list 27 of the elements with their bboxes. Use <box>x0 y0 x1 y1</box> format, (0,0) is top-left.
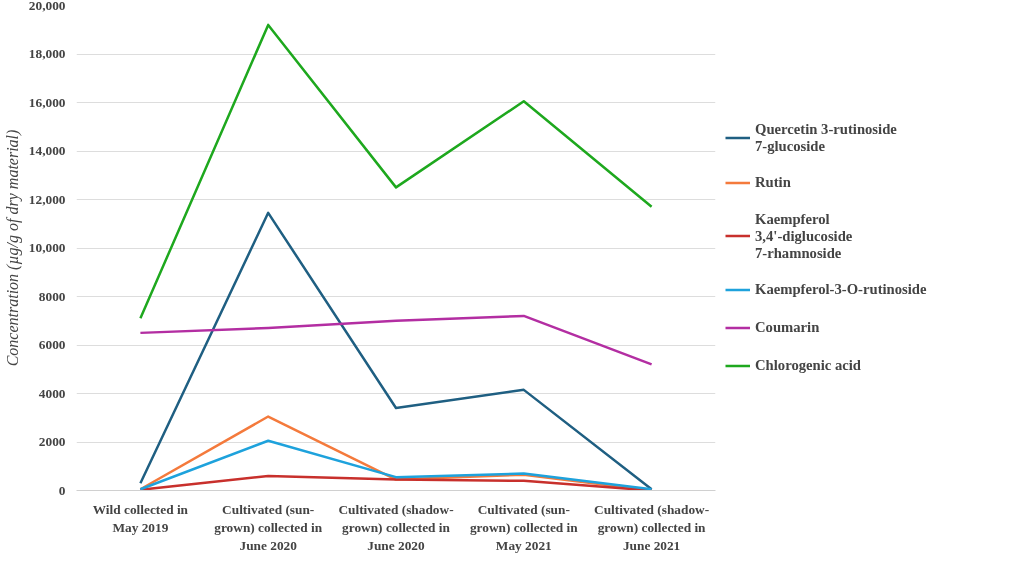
y-tick-label: 2000 <box>38 434 66 449</box>
line-series <box>139 439 653 491</box>
y-tick-label: 12,000 <box>28 191 66 207</box>
legend-label: Chlorogenic acid <box>755 356 861 374</box>
y-tick-label: 14,000 <box>28 143 66 158</box>
legend-label: Kaempferol 3,4'-diglucoside 7-rhamnoside <box>755 210 853 261</box>
legend-label: Rutin <box>755 173 791 191</box>
y-tick-label: 0 <box>58 482 66 498</box>
legend-label: Coumarin <box>755 318 820 336</box>
y-tick-label: 18,000 <box>28 46 66 61</box>
legend-label: Quercetin 3-rutinoside 7-glucoside <box>755 120 897 154</box>
y-tick-label: 10,000 <box>28 240 66 255</box>
y-tick-label: 6000 <box>38 337 66 352</box>
x-tick-label: Cultivated (shadow-grown) collected in June 2021 <box>594 501 710 553</box>
line-series <box>139 211 653 491</box>
y-tick-label: 16,000 <box>28 94 66 110</box>
line-series <box>139 23 653 320</box>
y-tick-label: 8000 <box>38 288 66 304</box>
x-tick-label: Cultivated (shadow-grown) collected in June 2020 <box>338 501 454 553</box>
x-tick-label: Cultivated (sun-grown) collected in May 2021 <box>469 501 579 553</box>
x-tick-label: Wild collected in May 2019 <box>92 501 189 535</box>
line-series <box>139 314 653 366</box>
y-tick-label: 4000 <box>38 385 66 401</box>
legend-label: Kaempferol-3-O-rutinoside <box>755 280 927 298</box>
y-tick-label: 20,000 <box>28 0 66 13</box>
y-axis-title: Concentration (µg/g of dry material) <box>3 129 22 367</box>
x-tick-label: Cultivated (sun-grown) collected in June 2020 <box>214 501 323 553</box>
